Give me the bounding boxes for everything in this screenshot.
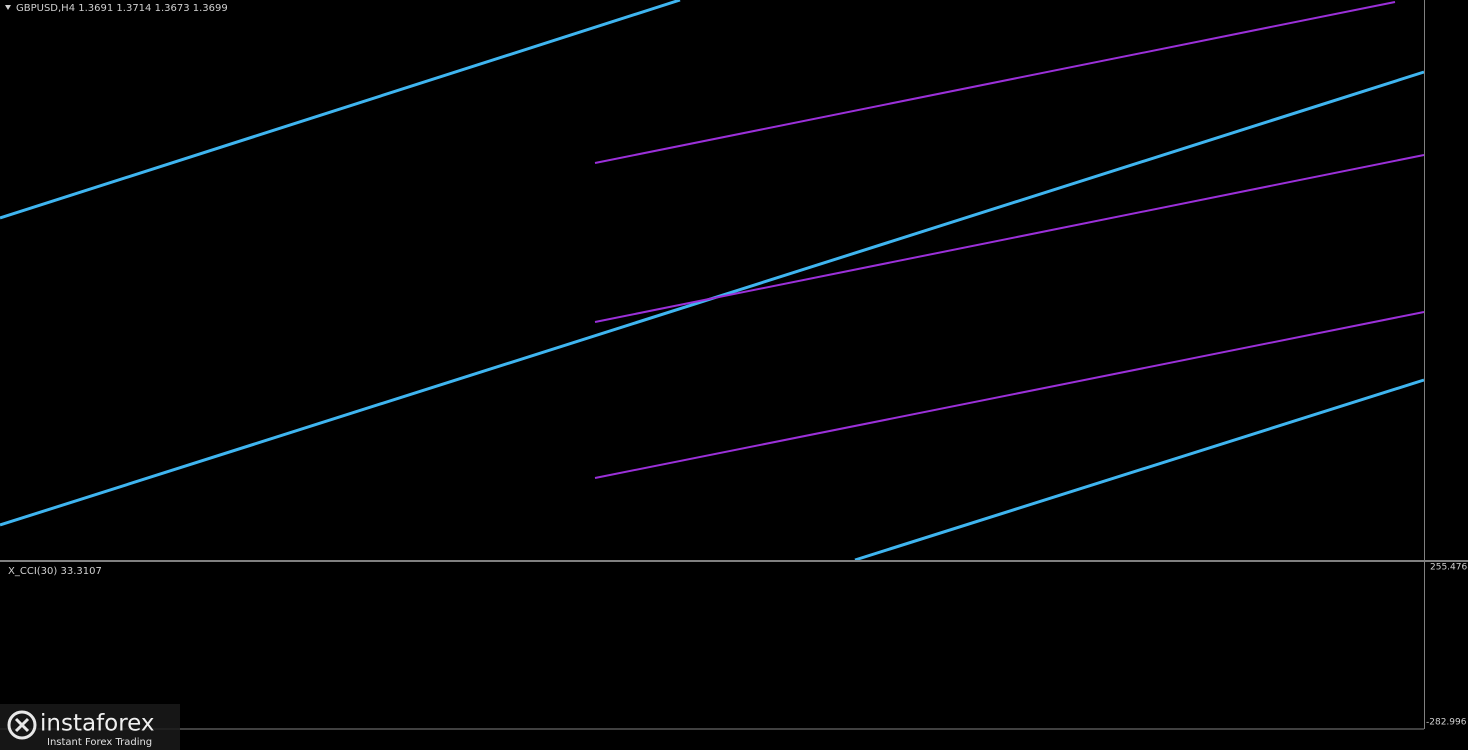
logo-mark — [14, 717, 30, 733]
watermark: instaforex Instant Forex Trading — [0, 704, 180, 750]
trend-line — [0, 0, 681, 220]
labels: GBPUSD,H4 1.3691 1.3714 1.3673 1.3699 X_… — [8, 3, 1468, 728]
scale-max: 255.4768 — [1430, 563, 1468, 573]
scale-min: -282.996 — [1426, 718, 1467, 728]
indicator-title: X_CCI(30) 33.3107 — [8, 566, 102, 577]
trend-line — [594, 154, 1425, 323]
menu-triangle — [5, 5, 11, 10]
trend-lines — [0, 0, 1425, 562]
brand: instaforex — [40, 711, 155, 737]
trend-line — [854, 378, 1425, 562]
trend-line — [594, 1, 1396, 164]
watermark-bg — [0, 704, 180, 750]
tagline: Instant Forex Trading — [47, 737, 152, 748]
frame — [0, 0, 1468, 730]
chart-title: GBPUSD,H4 1.3691 1.3714 1.3673 1.3699 — [16, 3, 228, 14]
logo — [7, 710, 37, 740]
trend-line — [594, 311, 1425, 479]
